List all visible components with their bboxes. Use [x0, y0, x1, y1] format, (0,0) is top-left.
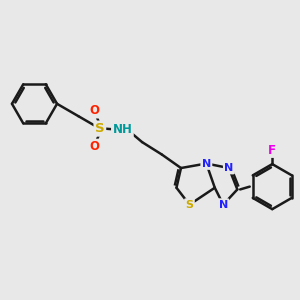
Text: S: S: [185, 200, 194, 210]
Text: O: O: [89, 140, 99, 153]
Text: NH: NH: [112, 123, 132, 136]
Text: N: N: [202, 158, 211, 169]
Text: N: N: [224, 163, 233, 173]
Text: N: N: [219, 200, 228, 210]
Text: S: S: [95, 122, 105, 135]
Text: O: O: [89, 104, 99, 117]
Text: F: F: [268, 143, 276, 157]
